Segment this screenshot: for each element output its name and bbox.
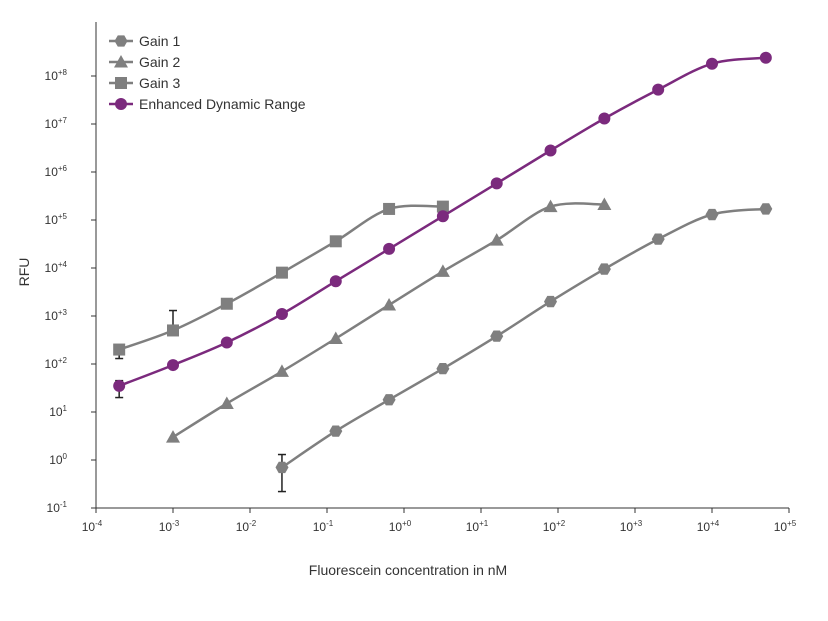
y-tick-label: 10+8 bbox=[45, 68, 68, 83]
data-point bbox=[705, 208, 719, 221]
data-point bbox=[275, 308, 288, 321]
x-axis-title: Fluorescein concentration in nM bbox=[309, 562, 507, 578]
data-point bbox=[167, 324, 179, 337]
legend-marker bbox=[114, 55, 128, 68]
data-point bbox=[759, 51, 772, 64]
x-tick-label: 10-2 bbox=[236, 519, 257, 534]
data-point bbox=[436, 210, 449, 223]
data-point bbox=[113, 343, 126, 356]
data-point bbox=[598, 112, 611, 125]
data-point bbox=[219, 396, 234, 410]
x-axis-ticks: 10-4 10-3 10-2 10-1 10+0 10+1 10+2 10+3 10+4 10+5 bbox=[82, 508, 797, 534]
series-square bbox=[113, 200, 449, 360]
data-point bbox=[167, 359, 179, 372]
y-tick-label: 10+3 bbox=[45, 308, 68, 323]
data-point bbox=[274, 364, 289, 377]
data-point bbox=[382, 394, 396, 406]
legend-label: Gain 2 bbox=[139, 54, 180, 70]
series-layer bbox=[113, 51, 773, 493]
y-tick-label: 10-1 bbox=[47, 500, 68, 515]
data-point bbox=[329, 275, 342, 288]
legend: Gain 1 Gain 2 Gain 3 Enhanced Dynamic Range bbox=[109, 33, 306, 112]
data-point bbox=[113, 379, 126, 392]
legend-item: Gain 3 bbox=[109, 75, 180, 91]
data-point bbox=[383, 202, 396, 215]
data-point bbox=[328, 331, 343, 344]
data-point bbox=[382, 297, 397, 311]
x-tick-label: 10+2 bbox=[543, 519, 566, 534]
data-point bbox=[759, 203, 773, 215]
series-circle bbox=[113, 51, 772, 399]
x-tick-label: 10+1 bbox=[466, 519, 489, 534]
x-tick-label: 10-1 bbox=[313, 519, 334, 534]
data-point bbox=[220, 297, 233, 310]
data-point bbox=[490, 177, 503, 190]
x-tick-label: 10-4 bbox=[82, 519, 103, 534]
legend-item: Enhanced Dynamic Range bbox=[109, 96, 306, 112]
axes: 10-4 10-3 10-2 10-1 10+0 10+1 10+2 10+3 10+4 10+5… bbox=[45, 22, 797, 534]
data-point bbox=[435, 264, 450, 277]
legend-label: Enhanced Dynamic Range bbox=[139, 96, 306, 112]
y-tick-label: 10+6 bbox=[45, 164, 68, 179]
legend-marker bbox=[115, 77, 127, 89]
data-point bbox=[383, 242, 396, 255]
x-tick-label: 10-3 bbox=[159, 519, 180, 534]
y-tick-label: 10+5 bbox=[45, 212, 68, 227]
y-tick-label: 10+4 bbox=[45, 260, 68, 275]
series-line bbox=[281, 207, 766, 469]
y-tick-label: 10+2 bbox=[45, 356, 68, 371]
y-axis-title: RFU bbox=[16, 258, 32, 287]
x-tick-label: 10+0 bbox=[389, 519, 412, 534]
legend-label: Gain 1 bbox=[139, 33, 180, 49]
data-point bbox=[652, 83, 665, 96]
data-point bbox=[544, 295, 557, 308]
legend-item: Gain 1 bbox=[109, 33, 180, 49]
data-point bbox=[597, 263, 611, 275]
legend-marker bbox=[115, 98, 127, 110]
data-point bbox=[329, 235, 342, 248]
y-tick-label: 101 bbox=[49, 404, 67, 419]
data-point bbox=[436, 200, 449, 213]
y-tick-label: 10+7 bbox=[45, 116, 68, 131]
data-point bbox=[490, 330, 504, 342]
data-point bbox=[275, 266, 288, 279]
x-tick-label: 10+3 bbox=[620, 519, 643, 534]
data-point bbox=[489, 233, 504, 246]
series-triangle bbox=[166, 197, 612, 443]
y-axis-ticks: 10-1 100 101 10+2 10+3 10+4 10+5 10+6 10+7 10+8 bbox=[45, 68, 96, 515]
data-point bbox=[329, 425, 343, 437]
data-point bbox=[166, 430, 180, 443]
y-tick-label: 100 bbox=[49, 452, 67, 467]
legend-marker bbox=[114, 35, 128, 47]
series-hexagon bbox=[275, 203, 773, 493]
legend-item: Gain 2 bbox=[109, 54, 180, 70]
x-tick-label: 10+5 bbox=[774, 519, 797, 534]
data-point bbox=[275, 461, 289, 474]
legend-label: Gain 3 bbox=[139, 75, 180, 91]
data-point bbox=[436, 363, 450, 375]
x-tick-label: 10+4 bbox=[697, 519, 720, 534]
data-point bbox=[597, 197, 612, 211]
data-point bbox=[651, 233, 665, 245]
data-point bbox=[543, 199, 558, 213]
data-point bbox=[706, 57, 718, 70]
data-point bbox=[220, 336, 233, 349]
data-point bbox=[544, 144, 557, 157]
